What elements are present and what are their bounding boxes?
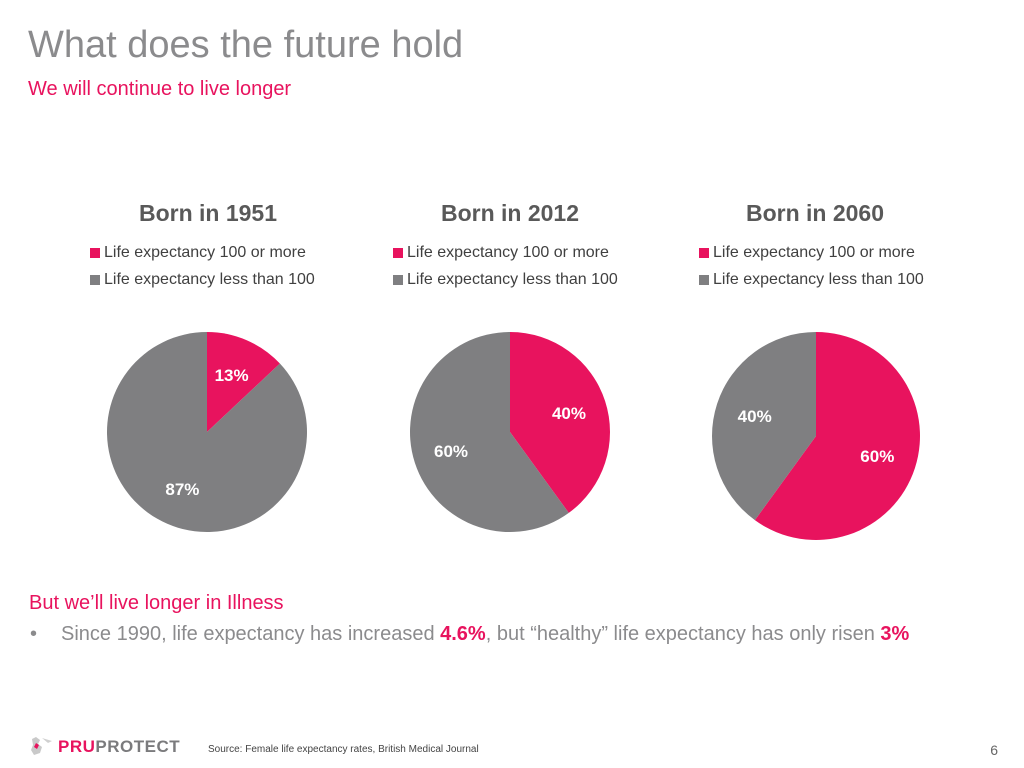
logo-text: PRUPROTECT — [58, 737, 180, 757]
pie-slice-label: 87% — [165, 480, 199, 499]
pie-slice-label: 40% — [552, 404, 586, 423]
chart-born-2012: Born in 2012 Life expectancy 100 or more… — [360, 200, 660, 293]
legend-label: Life expectancy less than 100 — [407, 270, 618, 288]
legend-label: Life expectancy 100 or more — [104, 243, 306, 261]
legend-item-under-100: Life expectancy less than 100 — [699, 266, 965, 293]
pie-slice-100-plus — [754, 332, 920, 540]
pie-slice-label: 60% — [860, 447, 894, 466]
bullet-marker: • — [30, 623, 38, 645]
legend-swatch-pink — [699, 247, 709, 258]
bullet-text: Since 1990, life expectancy has increase… — [61, 622, 909, 647]
chart-born-2060: Born in 2060 Life expectancy 100 or more… — [665, 200, 965, 293]
legend-label: Life expectancy less than 100 — [104, 270, 315, 288]
bullet-text-mid: , but “healthy” life expectancy has only… — [485, 623, 881, 645]
healthy-life-expectancy-value: 3% — [880, 623, 910, 645]
legend-swatch-pink — [393, 247, 403, 258]
pie-slice-label: 13% — [215, 366, 249, 385]
legend-item-100-plus: Life expectancy 100 or more — [699, 239, 965, 266]
page-number: 6 — [990, 742, 998, 758]
source-note: Source: Female life expectancy rates, Br… — [208, 744, 479, 755]
pie-slice-label: 40% — [738, 407, 772, 426]
legend-swatch-grey — [699, 274, 709, 285]
pruprotect-logo: PRUPROTECT — [28, 734, 180, 760]
logo-pru: PRU — [58, 737, 96, 756]
legend-label: Life expectancy less than 100 — [713, 270, 924, 288]
logo-protect: PROTECT — [95, 737, 181, 756]
legend-item-100-plus: Life expectancy 100 or more — [90, 239, 358, 266]
pie-slice-under-100 — [712, 332, 816, 521]
bullet-text-pre: Since 1990, life expectancy has increase… — [61, 623, 441, 645]
legend-swatch-grey — [393, 274, 403, 285]
pie-slice-under-100 — [410, 332, 569, 532]
pie-slice-100-plus — [510, 332, 610, 513]
chart-title: Born in 2012 — [440, 200, 580, 226]
legend-swatch-grey — [90, 274, 100, 285]
pie-slice-label: 60% — [434, 442, 468, 461]
chart-legend: Life expectancy 100 or more Life expecta… — [58, 239, 358, 293]
legend-item-under-100: Life expectancy less than 100 — [90, 266, 358, 293]
chart-title: Born in 2060 — [745, 200, 885, 226]
legend-label: Life expectancy 100 or more — [713, 243, 915, 261]
lady-prudence-icon — [31, 737, 52, 755]
life-expectancy-increase-value: 4.6% — [440, 623, 486, 645]
chart-born-1951: Born in 1951 Life expectancy 100 or more… — [58, 200, 358, 293]
page-title: What does the future hold — [28, 24, 464, 66]
legend-swatch-pink — [90, 247, 100, 258]
chart-legend: Life expectancy 100 or more Life expecta… — [360, 239, 660, 293]
pie-chart-2012: 40% 60% — [410, 332, 610, 532]
illness-heading: But we’ll live longer in Illness — [29, 592, 284, 614]
pie-slice-under-100 — [106, 332, 307, 532]
pie-chart-1951: 13% 87% — [106, 332, 307, 532]
bullet-item: • Since 1990, life expectancy has increa… — [30, 622, 910, 647]
page-subtitle: We will continue to live longer — [28, 78, 292, 100]
legend-label: Life expectancy 100 or more — [407, 243, 609, 261]
pie-chart-2060: 60% 40% — [712, 332, 920, 540]
legend-item-100-plus: Life expectancy 100 or more — [393, 239, 660, 266]
pie-slice-100-plus — [207, 332, 280, 432]
chart-title: Born in 1951 — [138, 200, 278, 226]
legend-item-under-100: Life expectancy less than 100 — [393, 266, 660, 293]
chart-legend: Life expectancy 100 or more Life expecta… — [665, 239, 965, 293]
